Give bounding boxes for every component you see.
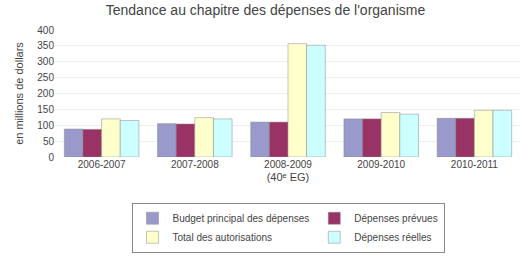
svg-text:350: 350 [37, 40, 54, 51]
svg-text:(40ᵉ EG): (40ᵉ EG) [267, 171, 310, 183]
svg-text:400: 400 [37, 25, 54, 36]
svg-text:2009-2010: 2009-2010 [357, 159, 405, 170]
svg-text:100: 100 [37, 120, 54, 131]
svg-text:300: 300 [37, 56, 54, 67]
svg-text:200: 200 [37, 88, 54, 99]
svg-text:2007-2008: 2007-2008 [171, 159, 219, 170]
svg-text:Dépenses prévues: Dépenses prévues [354, 213, 437, 224]
svg-text:2008-2009: 2008-2009 [264, 159, 312, 170]
svg-text:250: 250 [37, 72, 54, 83]
svg-text:Budget principal des dépenses: Budget principal des dépenses [173, 213, 310, 224]
svg-text:2010-2011: 2010-2011 [451, 159, 499, 170]
svg-text:Dépenses réelles: Dépenses réelles [354, 232, 431, 243]
svg-text:2006-2007: 2006-2007 [78, 159, 126, 170]
svg-text:150: 150 [37, 104, 54, 115]
svg-text:en millions de dollars: en millions de dollars [13, 42, 25, 145]
svg-text:0: 0 [48, 152, 54, 163]
svg-text:Tendance au chapitre des dépen: Tendance au chapitre des dépenses de l'o… [106, 2, 426, 18]
svg-text:Total des autorisations: Total des autorisations [173, 232, 273, 243]
svg-text:50: 50 [43, 136, 55, 147]
